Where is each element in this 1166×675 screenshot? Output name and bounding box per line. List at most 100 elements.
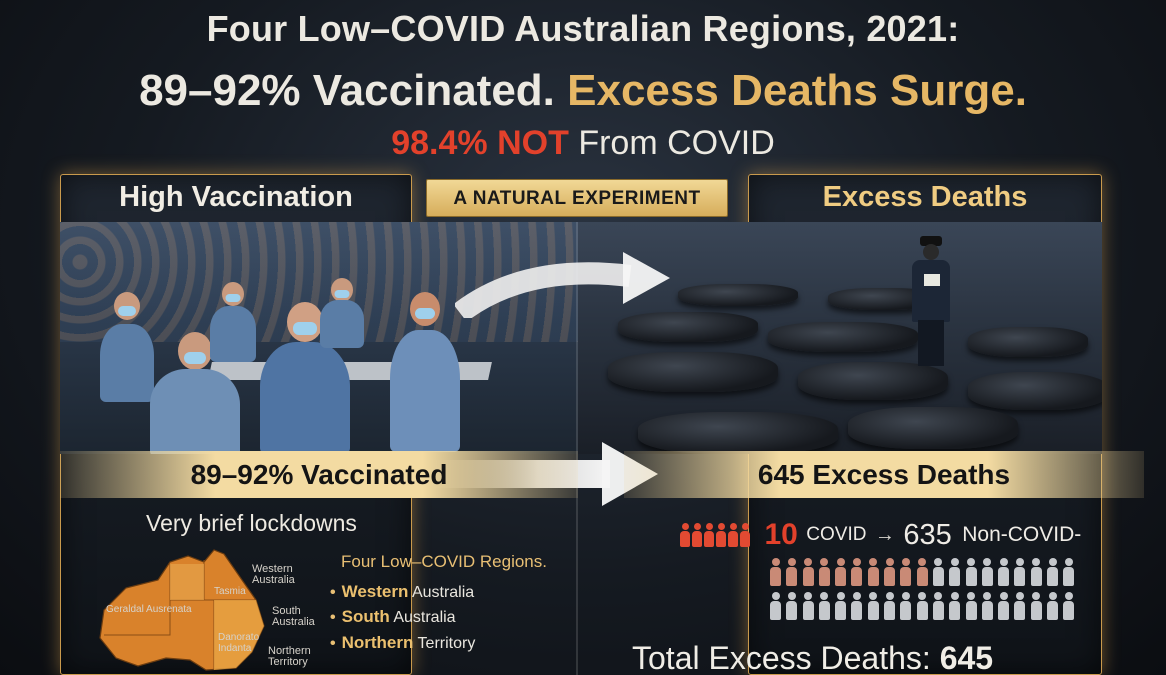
region-item: • Northern Territory: [330, 633, 476, 652]
person-icon: [818, 558, 830, 586]
person-icon: [704, 523, 714, 547]
person-icon: [851, 558, 863, 586]
body-bag: [638, 412, 838, 454]
high-vaccination-title: High Vaccination: [119, 181, 353, 213]
clinic-person: [210, 282, 256, 362]
total-label: Total Excess Deaths:: [632, 640, 931, 675]
person-icon: [851, 592, 863, 620]
person-icon: [1047, 558, 1059, 586]
person-icon: [998, 558, 1010, 586]
person-icon: [932, 592, 944, 620]
person-icon: [692, 523, 702, 547]
map-label-western: Western Australia: [252, 563, 295, 586]
person-icon: [981, 558, 993, 586]
person-icon: [981, 592, 993, 620]
person-icon-row: [770, 592, 1090, 626]
person-icon: [818, 592, 830, 620]
person-icon: [1014, 592, 1026, 620]
body-bag: [848, 407, 1018, 449]
region-item: • Western Australia: [330, 582, 475, 601]
excess-deaths-title: Excess Deaths: [822, 181, 1028, 213]
arrow-right-icon: →: [874, 523, 895, 546]
nurse-vaccinating: [260, 302, 350, 454]
person-icon: [770, 558, 781, 586]
australia-map: Geraldal Ausrenata Tasmia Danorato Indan…: [96, 540, 292, 675]
headline-not-covid-percent: 98.4% NOT: [391, 124, 569, 162]
nurse-person: [390, 292, 460, 452]
person-icon-row: [770, 558, 1090, 592]
map-label-northern: Northern Territory: [268, 645, 311, 668]
person-icon: [916, 558, 928, 586]
body-bag: [768, 322, 918, 352]
person-icon: [884, 592, 896, 620]
region-item: • South Australia: [330, 607, 456, 626]
person-icon: [867, 592, 879, 620]
person-icon: [1047, 592, 1059, 620]
person-icon: [949, 592, 961, 620]
person-icon: [949, 558, 961, 586]
person-icon: [916, 592, 928, 620]
person-icon: [716, 523, 726, 547]
headline-line-2: 89–92% Vaccinated. Excess Deaths Surge.: [0, 66, 1166, 116]
covid-breakdown-row: 10 COVID → 635 Non-COVID-: [680, 518, 1082, 551]
total-excess-deaths: Total Excess Deaths: 645: [632, 640, 993, 675]
noncovid-label: Non-COVID-: [962, 523, 1082, 546]
map-label-inner: Geraldal Ausrenata: [106, 604, 192, 615]
person-icon: [1030, 592, 1042, 620]
body-bag: [968, 327, 1088, 357]
person-icon: [900, 558, 912, 586]
body-bag: [618, 312, 758, 342]
headline-line-3: 98.4% NOT From COVID: [0, 124, 1166, 163]
person-icon: [802, 592, 814, 620]
covid-label: COVID: [806, 524, 867, 545]
person-icon: [1030, 558, 1042, 586]
map-label-inner: Danorato Indanta: [218, 632, 260, 654]
person-icon: [867, 558, 879, 586]
person-icon: [965, 558, 977, 586]
person-icon: [965, 592, 977, 620]
body-bag: [798, 362, 948, 400]
map-label-south: South Australia: [272, 605, 315, 628]
headline-vaccinated: 89–92% Vaccinated.: [139, 66, 555, 115]
person-icon: [680, 523, 690, 547]
clinic-person: [100, 292, 154, 402]
official-figure: [908, 236, 954, 366]
body-bags-illustration: [578, 222, 1102, 454]
body-bag: [678, 284, 798, 306]
vaccinated-banner: 89–92% Vaccinated: [60, 451, 578, 498]
person-icon: [728, 523, 738, 547]
natural-experiment-tag: A NATURAL EXPERIMENT: [426, 179, 728, 217]
person-icon: [740, 523, 750, 547]
lockdowns-note: Very brief lockdowns: [146, 510, 357, 536]
person-icon: [1063, 592, 1075, 620]
person-icon: [884, 558, 896, 586]
regions-title: Four Low–COVID Regions.: [341, 552, 547, 571]
person-icon: [786, 592, 798, 620]
person-icon: [770, 592, 781, 620]
person-icon: [835, 592, 847, 620]
body-bag: [968, 372, 1102, 410]
person-icon: [786, 558, 798, 586]
person-icon: [900, 592, 912, 620]
person-icon: [932, 558, 944, 586]
person-icon: [1014, 558, 1026, 586]
headline-from-covid: From COVID: [578, 124, 775, 162]
body-bag: [608, 352, 778, 392]
body-bag: [828, 288, 938, 310]
patient-person: [150, 332, 240, 454]
person-icon: [835, 558, 847, 586]
covid-count: 10: [764, 518, 798, 551]
person-icon: [1063, 558, 1075, 586]
australia-map-icon: [99, 549, 265, 671]
covid-person-icons: [680, 523, 752, 547]
headline-excess-deaths: Excess Deaths Surge.: [567, 66, 1027, 115]
total-value: 645: [939, 640, 994, 675]
death-figures-grid: [770, 558, 1090, 626]
excess-deaths-banner: 645 Excess Deaths: [624, 451, 1144, 498]
curved-arrow-icon: [455, 252, 670, 318]
map-label-inner: Tasmia: [214, 586, 246, 597]
center-divider: [576, 222, 578, 675]
noncovid-count: 635: [903, 518, 952, 551]
person-icon: [998, 592, 1010, 620]
person-icon: [802, 558, 814, 586]
